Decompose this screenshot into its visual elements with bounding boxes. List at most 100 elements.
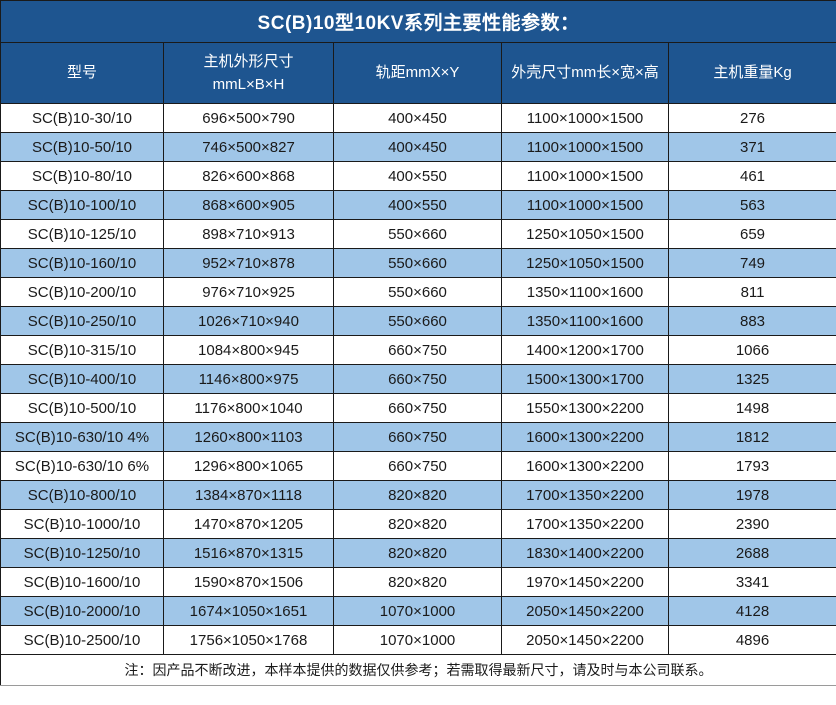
- table-row: SC(B)10-200/10 976×710×925 550×660 1350×110…: [0, 277, 836, 307]
- table-cell: 1756×1050×1768: [163, 625, 334, 655]
- table-cell: SC(B)10-315/10: [0, 335, 164, 365]
- table-row: SC(B)10-2000/10 1674×1050×1651 1070×1000 20…: [0, 596, 836, 626]
- table-cell: SC(B)10-630/10 6%: [0, 451, 164, 481]
- table-cell: 1830×1400×2200: [501, 538, 669, 568]
- table-cell: 749: [667, 248, 836, 278]
- table-cell: SC(B)10-2500/10: [0, 625, 164, 655]
- table-row: SC(B)10-630/10 4% 1260×800×1103 660×750 160…: [0, 422, 836, 452]
- table-cell: 898×710×913: [163, 219, 334, 249]
- table-cell: 1970×1450×2200: [501, 567, 669, 597]
- table-cell: 1250×1050×1500: [501, 219, 669, 249]
- table-row: SC(B)10-2500/10 1756×1050×1768 1070×1000 20…: [0, 625, 836, 655]
- table-row: SC(B)10-125/10 898×710×913 550×660 1250×105…: [0, 219, 836, 249]
- table-cell: 1325: [667, 364, 836, 394]
- table-cell: SC(B)10-125/10: [0, 219, 164, 249]
- table-cell: 1978: [667, 480, 836, 510]
- table-cell: 1700×1350×2200: [501, 480, 669, 510]
- table-cell: 811: [667, 277, 836, 307]
- table-cell: 276: [667, 103, 836, 133]
- table-cell: SC(B)10-80/10: [0, 161, 164, 191]
- table-cell: SC(B)10-500/10: [0, 393, 164, 423]
- table-cell: 696×500×790: [163, 103, 334, 133]
- table-cell: 400×550: [333, 190, 502, 220]
- table-cell: 1590×870×1506: [163, 567, 334, 597]
- table-row: SC(B)10-400/10 1146×800×975 660×750 1500×13…: [0, 364, 836, 394]
- table-cell: 550×660: [333, 277, 502, 307]
- table-cell: 868×600×905: [163, 190, 334, 220]
- table-cell: 820×820: [333, 509, 502, 539]
- table-cell: 1026×710×940: [163, 306, 334, 336]
- table-row: SC(B)10-315/10 1084×800×945 660×750 1400×12…: [0, 335, 836, 365]
- table-cell: 1296×800×1065: [163, 451, 334, 481]
- table-row: SC(B)10-1600/10 1590×870×1506 820×820 1970×…: [0, 567, 836, 597]
- table-cell: 1100×1000×1500: [501, 103, 669, 133]
- table-cell: 1384×870×1118: [163, 480, 334, 510]
- table-cell: SC(B)10-2000/10: [0, 596, 164, 626]
- table-cell: 4896: [667, 625, 836, 655]
- table-cell: 659: [667, 219, 836, 249]
- table-cell: SC(B)10-160/10: [0, 248, 164, 278]
- table-cell: 1250×1050×1500: [501, 248, 669, 278]
- table-cell: SC(B)10-30/10: [0, 103, 164, 133]
- table-cell: 1600×1300×2200: [501, 451, 669, 481]
- table-cell: 1066: [667, 335, 836, 365]
- table-cell: 820×820: [333, 538, 502, 568]
- table-cell: 660×750: [333, 451, 502, 481]
- table-cell: SC(B)10-1250/10: [0, 538, 164, 568]
- table-cell: 4128: [667, 596, 836, 626]
- table-row: SC(B)10-160/10 952×710×878 550×660 1250×105…: [0, 248, 836, 278]
- table-row: SC(B)10-100/10 868×600×905 400×550 1100×100…: [0, 190, 836, 220]
- table-cell: 1550×1300×2200: [501, 393, 669, 423]
- table-cell: 3341: [667, 567, 836, 597]
- header-row: 型号 主机外形尺寸 mmL×B×H 轨距mmX×Y 外壳尺寸mm长×宽×高 主机重量Kg: [0, 42, 836, 104]
- table-cell: 2050×1450×2200: [501, 596, 669, 626]
- table-row: SC(B)10-50/10 746×500×827 400×450 1100×1000…: [0, 132, 836, 162]
- table-cell: 1400×1200×1700: [501, 335, 669, 365]
- table-row: SC(B)10-30/10 696×500×790 400×450 1100×1000…: [0, 103, 836, 133]
- table-cell: 660×750: [333, 335, 502, 365]
- table-cell: 660×750: [333, 393, 502, 423]
- table-cell: 1350×1100×1600: [501, 306, 669, 336]
- table-cell: SC(B)10-100/10: [0, 190, 164, 220]
- table-cell: 2390: [667, 509, 836, 539]
- table-row: SC(B)10-630/10 6% 1296×800×1065 660×750 160…: [0, 451, 836, 481]
- table-cell: 563: [667, 190, 836, 220]
- spec-table: SC(B)10型10KV系列主要性能参数： 型号 主机外形尺寸 mmL×B×H 轨距m…: [0, 0, 836, 686]
- table-cell: 1260×800×1103: [163, 422, 334, 452]
- table-cell: 1498: [667, 393, 836, 423]
- table-cell: 1700×1350×2200: [501, 509, 669, 539]
- table-cell: SC(B)10-50/10: [0, 132, 164, 162]
- table-cell: 976×710×925: [163, 277, 334, 307]
- table-cell: 660×750: [333, 364, 502, 394]
- table-cell: 1146×800×975: [163, 364, 334, 394]
- table-cell: SC(B)10-630/10 4%: [0, 422, 164, 452]
- table-cell: 883: [667, 306, 836, 336]
- table-row: SC(B)10-80/10 826×600×868 400×550 1100×1000…: [0, 161, 836, 191]
- table-row: SC(B)10-500/10 1176×800×1040 660×750 1550×1…: [0, 393, 836, 423]
- table-cell: 550×660: [333, 219, 502, 249]
- table-cell: 1176×800×1040: [163, 393, 334, 423]
- table-cell: 1084×800×945: [163, 335, 334, 365]
- table-cell: SC(B)10-250/10: [0, 306, 164, 336]
- column-header: 外壳尺寸mm长×宽×高: [501, 42, 669, 104]
- table-cell: 1470×870×1205: [163, 509, 334, 539]
- table-cell: 1516×870×1315: [163, 538, 334, 568]
- table-cell: 371: [667, 132, 836, 162]
- table-cell: 1350×1100×1600: [501, 277, 669, 307]
- table-cell: 1500×1300×1700: [501, 364, 669, 394]
- table-cell: 820×820: [333, 480, 502, 510]
- table-cell: 550×660: [333, 248, 502, 278]
- table-cell: 1793: [667, 451, 836, 481]
- table-cell: 660×750: [333, 422, 502, 452]
- column-header: 轨距mmX×Y: [333, 42, 502, 104]
- table-cell: 1100×1000×1500: [501, 190, 669, 220]
- table-cell: 1600×1300×2200: [501, 422, 669, 452]
- table-cell: 1100×1000×1500: [501, 161, 669, 191]
- table-cell: 400×450: [333, 103, 502, 133]
- table-row: SC(B)10-1000/10 1470×870×1205 820×820 1700×…: [0, 509, 836, 539]
- column-header: 主机重量Kg: [667, 42, 836, 104]
- table-cell: 1674×1050×1651: [163, 596, 334, 626]
- footer-note: 注：因产品不断改进，本样本提供的数据仅供参考；若需取得最新尺寸，请及时与本公司联…: [0, 654, 836, 686]
- table-cell: SC(B)10-200/10: [0, 277, 164, 307]
